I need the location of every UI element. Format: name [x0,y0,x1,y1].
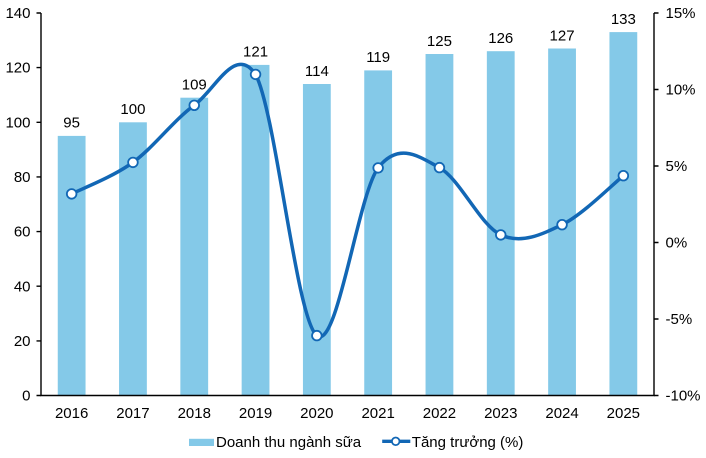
svg-text:5%: 5% [666,158,688,175]
svg-text:80: 80 [14,169,31,186]
svg-text:120: 120 [5,60,30,77]
svg-text:2017: 2017 [116,405,149,422]
svg-text:0: 0 [22,388,30,405]
svg-text:133: 133 [611,11,636,28]
svg-text:2016: 2016 [55,405,88,422]
svg-text:2020: 2020 [300,405,333,422]
svg-text:40: 40 [14,278,31,295]
svg-text:-5%: -5% [666,311,693,328]
svg-text:2024: 2024 [545,405,578,422]
svg-text:125: 125 [427,33,452,50]
svg-text:10%: 10% [666,82,696,99]
svg-text:114: 114 [305,63,329,80]
svg-text:2022: 2022 [423,405,456,422]
svg-text:-10%: -10% [666,388,701,405]
svg-text:127: 127 [550,27,575,44]
svg-text:119: 119 [366,49,390,66]
svg-text:2025: 2025 [607,405,640,422]
svg-text:2019: 2019 [239,405,272,422]
svg-text:2021: 2021 [361,405,394,422]
svg-text:60: 60 [14,224,31,241]
svg-text:2018: 2018 [178,405,211,422]
svg-text:109: 109 [182,77,207,94]
svg-text:15%: 15% [666,5,696,22]
svg-text:2023: 2023 [484,405,517,422]
svg-text:100: 100 [5,114,30,131]
svg-text:126: 126 [488,30,513,47]
svg-text:95: 95 [63,115,80,132]
svg-text:0%: 0% [666,235,688,252]
svg-text:140: 140 [5,5,30,22]
svg-text:100: 100 [120,101,145,118]
svg-text:121: 121 [243,44,268,61]
svg-text:20: 20 [14,333,31,350]
svg-text:Tăng trưởng (%): Tăng trưởng (%) [412,434,524,451]
svg-text:Doanh thu ngành sữa: Doanh thu ngành sữa [216,434,362,451]
